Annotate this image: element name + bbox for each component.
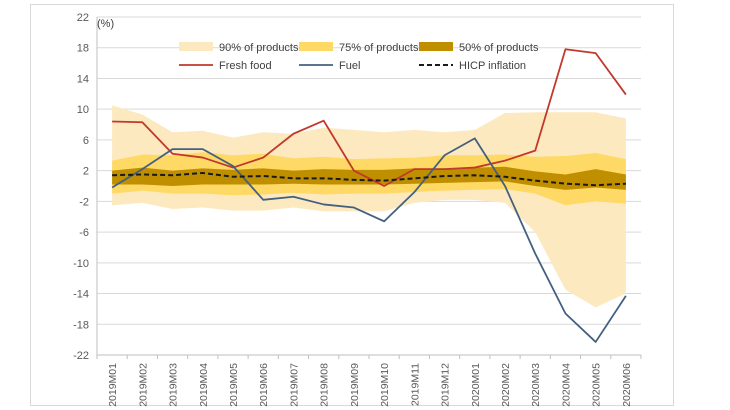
y-tick-label: -22 — [73, 350, 89, 362]
legend-label-fresh-food: Fresh food — [219, 60, 272, 72]
x-tick-label: 2019M02 — [137, 363, 149, 407]
x-tick-label: 2019M10 — [379, 363, 391, 407]
legend: 90% of products 75% of products 50% of pro… — [179, 42, 539, 72]
legend-swatch-50-of-products — [419, 42, 453, 51]
axes — [96, 17, 642, 359]
legend-label-75-of-products: 75% of products — [339, 42, 419, 54]
series-fuel — [111, 137, 627, 343]
y-tick-label: 14 — [77, 73, 89, 85]
x-tick-label: 2019M09 — [349, 363, 361, 407]
chart-frame: -22 -18 -14 -10 -6 -2 2 6 10 14 18 22 2019M01 2019M0… — [30, 4, 674, 407]
y-tick-label: -14 — [73, 289, 89, 301]
x-tick-labels: 2019M01 2019M02 2019M03 2019M04 2019M05 2019M… — [107, 363, 633, 407]
legend-swatch-75-of-products — [299, 42, 333, 51]
legend-swatch-90-of-products — [179, 42, 213, 51]
x-tick-label: 2020M01 — [470, 363, 482, 407]
x-tick-label: 2020M06 — [621, 363, 633, 407]
x-tick-label: 2020M04 — [560, 363, 572, 407]
y-tick-label: -18 — [73, 319, 89, 331]
legend-label-hicp-inflation: HICP inflation — [459, 60, 526, 72]
x-tick-label: 2019M04 — [198, 363, 210, 407]
legend-label-50-of-products: 50% of products — [459, 42, 539, 54]
series-hicp-inflation — [112, 171, 626, 187]
x-tick-label: 2020M05 — [591, 363, 603, 407]
x-tick-label: 2019M03 — [168, 363, 180, 407]
y-tick-label: 22 — [77, 12, 89, 24]
x-tick-label: 2019M08 — [319, 363, 331, 407]
distribution-bands — [112, 105, 626, 308]
band-90-of-products — [112, 105, 626, 308]
x-tick-label: 2019M05 — [228, 363, 240, 407]
x-tick-label: 2019M01 — [107, 363, 119, 407]
y-tick-label: -10 — [73, 258, 89, 270]
x-tick-label: 2020M03 — [530, 363, 542, 407]
series-lines — [111, 48, 627, 343]
y-tick-label: 6 — [83, 135, 89, 147]
legend-label-90-of-products: 90% of products — [219, 42, 299, 54]
y-tick-label: 18 — [77, 43, 89, 55]
x-tick-label: 2019M06 — [258, 363, 270, 407]
x-tick-label: 2020M02 — [500, 363, 512, 407]
x-tick-label: 2019M07 — [288, 363, 300, 407]
y-unit-label: (%) — [97, 18, 114, 30]
y-tick-label: 2 — [83, 166, 89, 178]
y-tick-label: 10 — [77, 104, 89, 116]
legend-label-fuel: Fuel — [339, 60, 360, 72]
x-tick-label: 2019M11 — [409, 363, 421, 406]
y-tick-label: -6 — [79, 227, 89, 239]
x-tick-label: 2019M12 — [440, 363, 452, 407]
series-fresh-food — [112, 48, 627, 187]
y-tick-label: -2 — [79, 196, 89, 208]
